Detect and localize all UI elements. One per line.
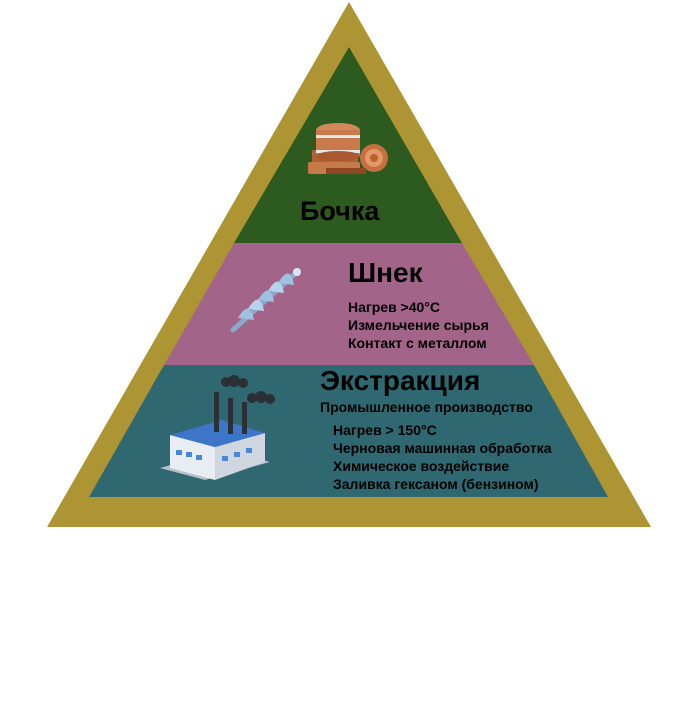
tier-bottom-title: Экстракция [320, 365, 481, 396]
tier-bottom-subtitle: Промышленное производство [320, 399, 533, 415]
tier-bottom-item: Нагрев > 150°C [333, 422, 437, 438]
tier-middle-band [164, 243, 534, 365]
tier-bottom-item: Черновая машинная обработка [333, 440, 552, 456]
tier-bottom-item: Химическое воздействие [333, 458, 510, 474]
tier-middle-item: Контакт с металлом [348, 335, 487, 351]
tier-middle-item: Нагрев >40°C [348, 299, 441, 315]
tier-top-title: Бочка [300, 196, 380, 226]
tier-middle-title: Шнек [348, 257, 423, 288]
tier-middle-list: Нагрев >40°C Измельчение сырья Контакт с… [348, 298, 489, 352]
screw-auger-icon [230, 268, 301, 333]
factory-icon [160, 375, 275, 480]
tier-middle-item: Измельчение сырья [348, 317, 489, 333]
tier-bottom-list: Нагрев > 150°C Черновая машинная обработ… [333, 421, 551, 493]
tier-bottom-item: Заливка гексаном (бензином) [333, 476, 539, 492]
barrel-wood-icon [308, 123, 388, 174]
